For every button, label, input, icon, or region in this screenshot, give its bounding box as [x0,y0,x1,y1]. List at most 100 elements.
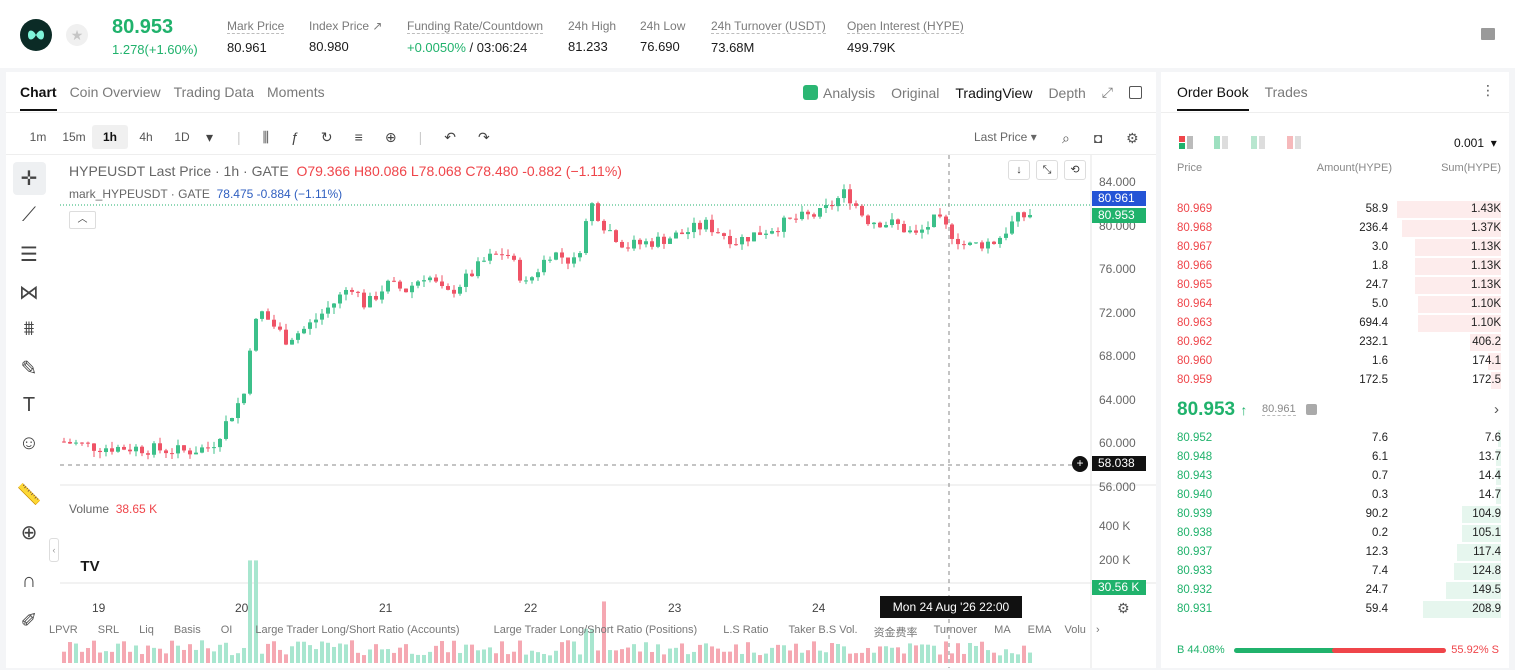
guide-book-icon[interactable] [1481,28,1495,40]
draw-lock-icon[interactable]: ✐ [20,610,38,632]
camera-icon[interactable]: ◘ [1094,130,1103,146]
favorite-star-icon[interactable]: ★ [66,24,88,46]
reset-button[interactable]: ⟲ [1064,160,1086,180]
ask-row[interactable]: 80.963 694.4 1.10K [1161,314,1509,333]
indicator-accounts-ratio[interactable]: Large Trader Long/Short Ratio (Accounts) [255,624,460,636]
indicator-liq[interactable]: Liq [139,624,154,636]
ask-row[interactable]: 80.962 232.1 406.2 [1161,333,1509,352]
indicator-srl[interactable]: SRL [97,624,120,636]
precision-select[interactable]: 0.001 ▾ [1454,136,1497,150]
zoom-tool-icon[interactable]: ⊕ [20,522,38,544]
book-bids-icon[interactable] [1214,136,1228,149]
tab-original[interactable]: Original [891,84,940,101]
ask-row[interactable]: 80.964 5.0 1.10K [1161,295,1509,314]
chevron-right-icon[interactable]: › [1494,401,1499,418]
stat-mark-price[interactable]: Mark Price 80.961 [227,19,285,55]
scroll-down-button[interactable]: ↓ [1008,160,1030,180]
trend-line-tool-icon[interactable]: ⟋ [22,204,36,226]
add-alert-icon[interactable]: ⊕ [384,128,397,145]
stat-24h-turnover[interactable]: 24h Turnover (USDT) 73.68M [711,19,826,55]
indicator-volume[interactable]: Volu [1064,624,1086,636]
tab-coin-overview[interactable]: Coin Overview [69,84,161,100]
window-icon[interactable] [1129,86,1142,99]
stat-open-interest[interactable]: Open Interest (HYPE) 499.79K [847,19,964,55]
ruler-tool-icon[interactable]: 📏 [16,484,42,506]
emoji-tool-icon[interactable]: ☺ [18,432,40,454]
bid-row[interactable]: 80.952 7.6 7.6 [1161,429,1509,448]
ask-row[interactable]: 80.967 3.0 1.13K [1161,238,1509,257]
tab-depth[interactable]: Depth [1048,84,1086,101]
replay-icon[interactable]: ↻ [320,128,333,145]
bid-row[interactable]: 80.948 6.1 13.7 [1161,448,1509,467]
text-tool-icon[interactable]: T [22,394,36,416]
undo-icon[interactable]: ↶ [444,128,456,145]
interval-1d[interactable]: 1D [174,130,190,144]
ask-row[interactable]: 80.960 1.6 174.1 [1161,352,1509,371]
bid-row[interactable]: 80.943 0.7 14.4 [1161,467,1509,486]
indicator-basis[interactable]: Basis [173,624,201,636]
horizontal-lines-tool-icon[interactable]: ☰ [20,244,38,266]
indicator-positions-ratio[interactable]: Large Trader Long/Short Ratio (Positions… [493,624,698,636]
interval-1h[interactable]: 1h [92,125,128,149]
bid-row[interactable]: 80.939 90.2 104.9 [1161,505,1509,524]
collapse-legend-button[interactable]: ︿ [69,211,96,229]
interval-15m[interactable]: 15m [62,130,86,144]
interval-1m[interactable]: 1m [29,130,47,144]
expand-icon[interactable]: ⤢ [1101,84,1113,100]
indicator-ma[interactable]: MA [994,624,1011,636]
bid-row[interactable]: 80.940 0.3 14.7 [1161,486,1509,505]
indicator-lpvr[interactable]: LPVR [49,624,78,636]
chevron-right-icon[interactable]: › [1095,624,1100,636]
search-icon[interactable]: ⌕ [1062,130,1070,146]
stat-index-price[interactable]: Index Price ↗ 80.980 [309,19,383,54]
tab-trades[interactable]: Trades [1264,84,1308,100]
ask-row[interactable]: 80.966 1.8 1.13K [1161,257,1509,276]
crosshair-tool-icon[interactable]: ✛ [20,168,38,190]
ask-row[interactable]: 80.965 24.7 1.13K [1161,276,1509,295]
ask-row[interactable]: 80.968 236.4 1.37K [1161,219,1509,238]
row-amount: 12.3 [1365,546,1388,558]
settings-gear-icon[interactable]: ⚙ [1126,130,1139,146]
bid-row[interactable]: 80.932 24.7 149.5 [1161,581,1509,600]
book-both-icon[interactable] [1179,136,1193,149]
indicator-taker-vol[interactable]: Taker B.S Vol. [788,624,858,636]
collapse-toolbar-icon[interactable]: ‹ [49,538,59,562]
magnet-tool-icon[interactable]: ∩ [21,570,37,592]
tab-moments[interactable]: Moments [267,84,325,100]
redo-icon[interactable]: ↷ [477,128,490,145]
ask-row[interactable]: 80.969 58.9 1.43K [1161,200,1509,219]
add-order-icon[interactable]: + [1072,456,1088,472]
bid-row[interactable]: 80.931 59.4 208.9 [1161,600,1509,619]
bid-row[interactable]: 80.933 7.4 124.8 [1161,562,1509,581]
tab-trading-data[interactable]: Trading Data [173,84,255,100]
bid-row[interactable]: 80.938 0.2 105.1 [1161,524,1509,543]
pattern-tool-icon[interactable]: ⋈ [19,282,39,304]
price-type-select[interactable]: Last Price ▾ [974,130,1037,144]
time-settings-icon[interactable]: ⚙ [1117,600,1130,616]
indicator-ema[interactable]: EMA [1027,624,1052,636]
templates-icon[interactable]: ≡ [354,129,363,145]
candlestick-chart[interactable] [6,155,1156,668]
candle-body [800,211,804,220]
interval-4h[interactable]: 4h [139,130,153,144]
ask-row[interactable]: 80.959 172.5 172.5 [1161,371,1509,390]
bid-row[interactable]: 80.937 12.3 117.4 [1161,543,1509,562]
indicator-ls-ratio[interactable]: L.S Ratio [723,624,769,636]
fit-button[interactable]: ⤡ [1036,160,1058,180]
indicators-icon[interactable]: ƒ [291,129,299,145]
tab-order-book[interactable]: Order Book [1177,84,1249,111]
fib-tool-icon[interactable]: ⩩ [23,318,35,340]
book-mixed-icon[interactable] [1251,136,1265,149]
tab-analysis[interactable]: Analysis [803,84,875,101]
book-asks-icon[interactable] [1287,136,1301,149]
interval-dropdown-icon[interactable]: ▾ [206,128,214,145]
stat-funding-rate[interactable]: Funding Rate/Countdown +0.0050% / 03:06:2… [407,19,544,55]
tab-chart[interactable]: Chart [20,84,57,111]
candle-type-icon[interactable]: ⫼ [262,128,270,145]
indicator-oi[interactable]: OI [220,624,233,636]
more-options-icon[interactable]: ⋮ [1481,82,1495,98]
indicator-turnover[interactable]: Turnover [933,624,978,636]
tab-tradingview[interactable]: TradingView [955,84,1033,101]
indicator-funding[interactable]: 资金费率 [873,627,918,639]
brush-tool-icon[interactable]: ✎ [20,358,38,380]
